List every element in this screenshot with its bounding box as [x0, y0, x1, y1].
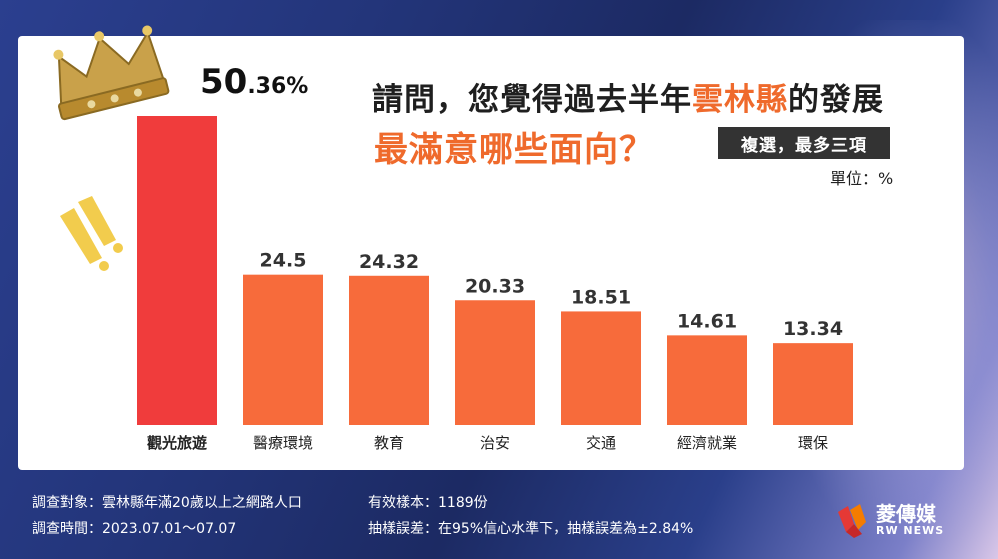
- bar-2: [349, 275, 429, 425]
- title-highlight: 雲林縣: [692, 82, 788, 118]
- value-label-2: 24.32: [359, 251, 419, 273]
- value-label-6: 13.34: [783, 318, 843, 340]
- bar-0: [137, 116, 217, 425]
- multi-select-tag: 複選，最多三項: [718, 127, 890, 159]
- footer-survey-period: 調查時間：2023.07.01～07.07: [32, 521, 237, 537]
- top-value-label: 50.36%: [200, 62, 308, 102]
- title-suffix: 的發展: [788, 82, 884, 118]
- bar-6: [773, 343, 853, 425]
- bar-5: [667, 335, 747, 425]
- category-label-2: 教育: [374, 434, 404, 452]
- value-label-4: 18.51: [571, 286, 631, 308]
- value-label-1: 24.5: [260, 250, 307, 272]
- category-label-3: 治安: [480, 434, 510, 452]
- unit-label: 單位：%: [830, 169, 894, 188]
- bar-3: [455, 300, 535, 425]
- bar-4: [561, 311, 641, 425]
- exclamation-icon: [60, 196, 123, 271]
- value-label-5: 14.61: [677, 310, 737, 332]
- chart-title-line2: 最滿意哪些面向？: [374, 130, 654, 170]
- category-label-1: 醫療環境: [253, 434, 313, 452]
- value-label-3: 20.33: [465, 275, 525, 297]
- footer-survey-target: 調查對象：雲林縣年滿20歲以上之網路人口: [32, 495, 302, 511]
- top-value-decimal: .36%: [247, 74, 309, 99]
- bar-1: [243, 274, 323, 425]
- top-value-integer: 50: [200, 62, 248, 102]
- category-label-0: 觀光旅遊: [147, 434, 207, 452]
- logo-subtitle: RW NEWS: [876, 524, 945, 537]
- category-label-6: 環保: [798, 434, 828, 452]
- category-label-5: 經濟就業: [677, 434, 737, 452]
- bar-chart: 觀光旅遊 24.5 醫療環境 24.32 教育 20.33 治安 18.51 交通 14.61 經濟…: [53, 25, 853, 452]
- labels-layer: 觀光旅遊 24.5 醫療環境 24.32 教育 20.33 治安 18.51 交通 14.61 經濟…: [147, 250, 843, 452]
- crown-icon: [53, 25, 170, 121]
- rw-news-logo: 菱傳媒 RW NEWS: [836, 498, 966, 542]
- chart-title-line1: 請問，您覺得過去半年雲林縣的發展: [372, 74, 884, 119]
- footer-sampling-error: 抽樣誤差：在95%信心水準下，抽樣誤差為±2.84%: [368, 521, 694, 537]
- rw-news-logo-icon: [838, 504, 866, 538]
- footer-sample-size: 有效樣本：1189份: [368, 495, 488, 511]
- logo-name: 菱傳媒: [876, 502, 936, 526]
- category-label-4: 交通: [586, 434, 616, 452]
- title-prefix: 請問，您覺得過去半年: [372, 82, 692, 118]
- bars-layer: [137, 116, 853, 425]
